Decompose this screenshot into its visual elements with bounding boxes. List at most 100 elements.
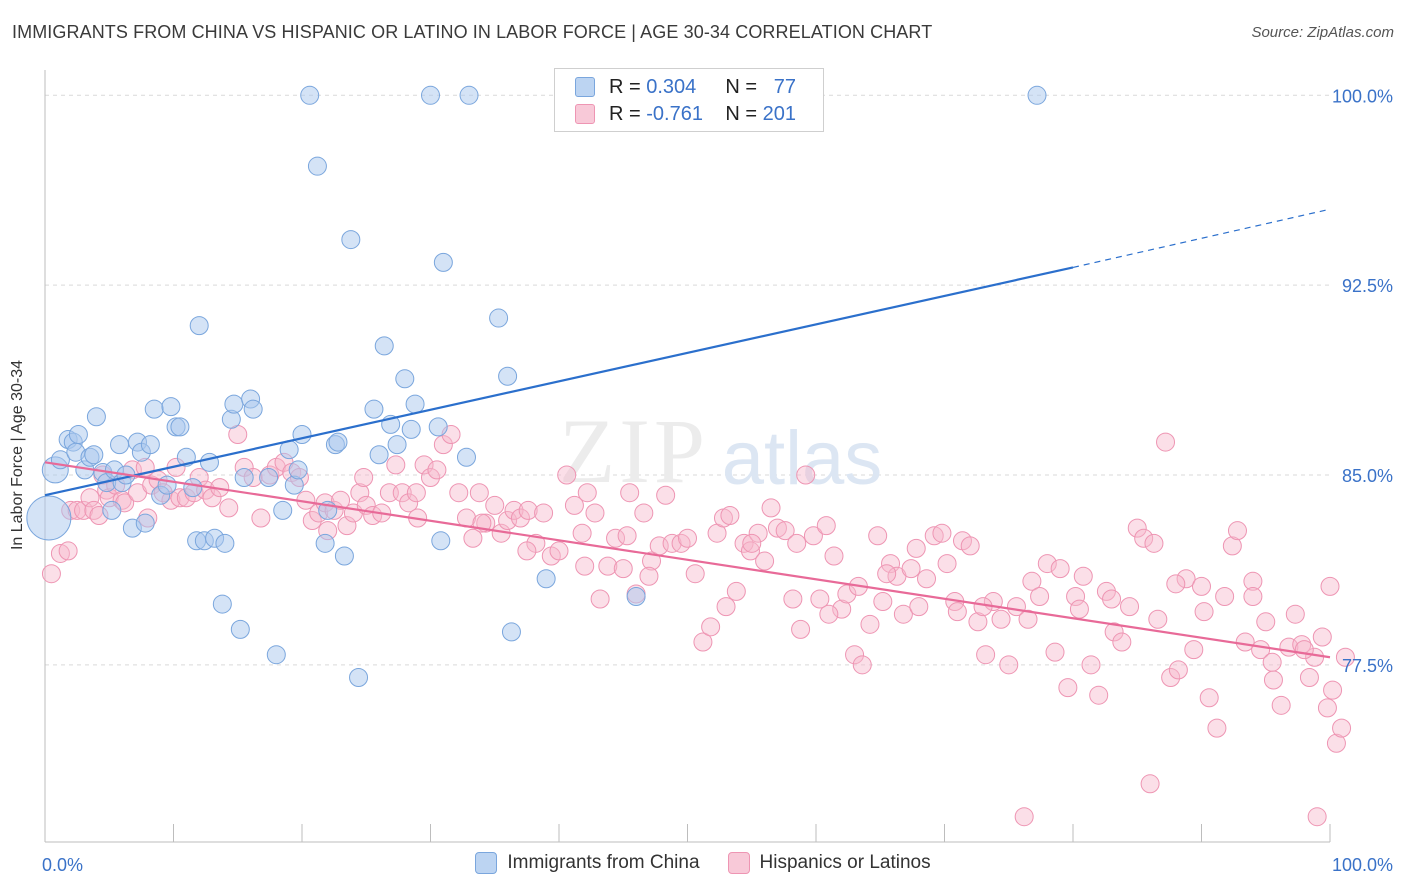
data-point-hispanics <box>251 508 271 528</box>
data-point-hispanics <box>620 483 640 503</box>
data-point-china <box>431 531 451 551</box>
data-point-hispanics <box>1058 678 1078 698</box>
data-point-hispanics <box>617 526 637 546</box>
data-point-hispanics <box>1102 589 1122 609</box>
data-point-china <box>234 468 254 488</box>
chart-title: IMMIGRANTS FROM CHINA VS HISPANIC OR LAT… <box>12 22 933 42</box>
data-point-china <box>144 399 164 419</box>
data-point-hispanics <box>909 597 929 617</box>
data-point-hispanics <box>877 564 897 584</box>
data-point-hispanics <box>868 526 888 546</box>
data-point-china <box>334 546 354 566</box>
data-point-hispanics <box>1243 586 1263 606</box>
data-point-hispanics <box>852 655 872 675</box>
data-point-hispanics <box>590 589 610 609</box>
y-tick-label: 100.0% <box>1332 86 1393 106</box>
data-point-hispanics <box>720 505 740 525</box>
data-point-hispanics <box>406 483 426 503</box>
data-point-hispanics <box>1323 680 1343 700</box>
data-point-hispanics <box>924 526 944 546</box>
data-point-hispanics <box>783 589 803 609</box>
data-point-china <box>428 417 448 437</box>
trend-lines <box>44 208 1331 659</box>
data-point-china <box>140 435 160 455</box>
data-point-hispanics <box>1112 632 1132 652</box>
data-point-china <box>176 447 196 467</box>
data-point-hispanics <box>726 581 746 601</box>
data-point-china <box>387 435 407 455</box>
data-point-hispanics <box>960 536 980 556</box>
data-point-hispanics <box>1148 609 1168 629</box>
data-point-china <box>102 500 122 520</box>
data-point-china <box>536 569 556 589</box>
data-point-hispanics <box>701 617 721 637</box>
data-point-hispanics <box>41 564 61 584</box>
data-point-hispanics <box>1256 612 1276 632</box>
y-tick-label: 85.0% <box>1342 466 1393 486</box>
data-point-china <box>315 533 335 553</box>
tick-labels: 77.5% 85.0% 92.5% 100.0% 0.0% 100.0% <box>42 86 1393 875</box>
data-point-china <box>266 645 286 665</box>
data-point-china <box>459 85 479 105</box>
data-point-hispanics <box>1294 640 1314 660</box>
data-point-hispanics <box>671 533 691 553</box>
data-point-china <box>401 419 421 439</box>
data-point-hispanics <box>1176 569 1196 589</box>
data-point-hispanics <box>1317 698 1337 718</box>
data-point-hispanics <box>1184 640 1204 660</box>
data-point-hispanics <box>656 485 676 505</box>
data-point-china <box>110 435 130 455</box>
data-point-china <box>224 394 244 414</box>
data-point-hispanics <box>219 498 239 518</box>
data-point-china <box>498 366 518 386</box>
data-point-china <box>328 432 348 452</box>
data-point-hispanics <box>767 518 787 538</box>
data-point-hispanics <box>947 602 967 622</box>
data-point-hispanics <box>575 556 595 576</box>
watermark: ZIP atlas <box>559 400 882 502</box>
legend-n-value: 201 <box>762 102 796 125</box>
legend-r-value: 0.304 <box>646 75 697 98</box>
data-point-hispanics <box>58 541 78 561</box>
data-point-hispanics <box>1243 571 1263 591</box>
data-point-hispanics <box>991 609 1011 629</box>
data-point-hispanics <box>1037 554 1057 574</box>
data-point-hispanics <box>1127 518 1147 538</box>
data-point-hispanics <box>606 528 626 548</box>
data-point-hispanics <box>337 516 357 536</box>
data-point-hispanics <box>427 460 447 480</box>
axes <box>44 70 1331 843</box>
data-point-hispanics <box>518 500 538 520</box>
legend-r-label: R = <box>609 75 641 98</box>
data-point-hispanics <box>893 604 913 624</box>
data-point-hispanics <box>740 541 760 561</box>
legend-r-value: -0.761 <box>646 102 703 125</box>
data-point-hispanics <box>564 495 584 515</box>
data-point-hispanics <box>932 523 952 543</box>
data-point-china <box>215 533 235 553</box>
data-point-china <box>421 85 440 105</box>
data-point-china <box>161 397 181 417</box>
data-point-hispanics <box>399 493 419 513</box>
data-point-hispanics <box>1335 647 1355 667</box>
data-point-hispanics <box>585 503 605 523</box>
data-point-china <box>273 500 293 520</box>
data-point-hispanics <box>1081 655 1101 675</box>
y-tick-label: 92.5% <box>1342 276 1393 296</box>
data-point-hispanics <box>1168 660 1188 680</box>
legend-n-label: N = <box>725 75 758 98</box>
data-point-hispanics <box>1161 667 1181 687</box>
data-point-china <box>369 445 389 465</box>
data-point-hispanics <box>937 554 957 574</box>
data-point-china <box>364 399 384 419</box>
trend-line-china-projection <box>1072 208 1331 269</box>
data-point-china <box>230 619 250 639</box>
data-point-hispanics <box>1018 609 1038 629</box>
trend-line-hispanics <box>44 461 1331 659</box>
data-point-hispanics <box>810 589 830 609</box>
data-point-hispanics <box>1320 576 1340 596</box>
data-point-hispanics <box>1285 604 1305 624</box>
data-point-hispanics <box>354 468 374 488</box>
data-point-hispanics <box>678 528 697 548</box>
data-point-hispanics <box>976 645 996 665</box>
